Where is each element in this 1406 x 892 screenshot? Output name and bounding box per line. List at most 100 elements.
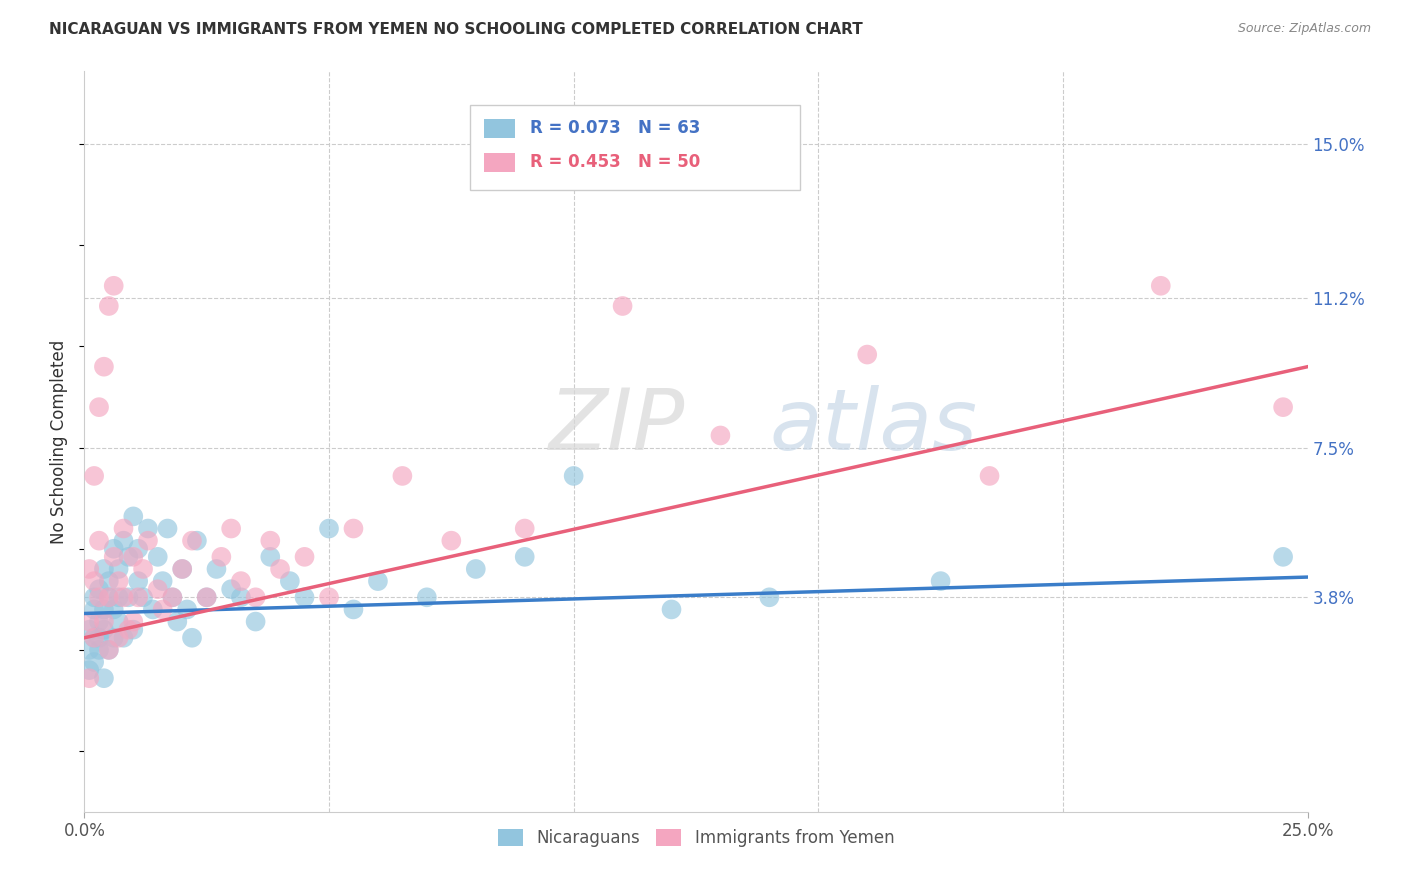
Text: Source: ZipAtlas.com: Source: ZipAtlas.com xyxy=(1237,22,1371,36)
Point xyxy=(219,582,242,597)
Point xyxy=(318,522,340,536)
Point xyxy=(93,615,115,629)
Point xyxy=(146,549,169,564)
Text: atlas: atlas xyxy=(769,385,977,468)
Point xyxy=(107,591,129,605)
Point xyxy=(122,549,145,564)
Point xyxy=(93,671,115,685)
Point xyxy=(87,591,110,605)
Text: R = 0.453   N = 50: R = 0.453 N = 50 xyxy=(530,153,700,171)
Point xyxy=(416,591,439,605)
Point xyxy=(103,631,125,645)
Point xyxy=(294,549,316,564)
Y-axis label: No Schooling Completed: No Schooling Completed xyxy=(51,340,69,543)
Point xyxy=(205,562,228,576)
Point xyxy=(103,602,125,616)
Point xyxy=(103,549,125,564)
Point xyxy=(97,591,120,605)
Point xyxy=(278,574,301,588)
Point xyxy=(83,591,105,605)
Point xyxy=(181,533,204,548)
Point xyxy=(758,591,780,605)
Point xyxy=(93,623,115,637)
Point xyxy=(142,602,165,616)
Point xyxy=(87,643,110,657)
Point xyxy=(87,615,110,629)
Point xyxy=(93,359,115,374)
Point xyxy=(219,522,242,536)
Point xyxy=(146,582,169,597)
Point xyxy=(1272,400,1295,414)
Point xyxy=(440,533,463,548)
Point xyxy=(513,549,536,564)
Point xyxy=(93,562,115,576)
Point xyxy=(117,623,139,637)
Point xyxy=(87,533,110,548)
Point xyxy=(342,522,364,536)
Point xyxy=(229,591,252,605)
Point xyxy=(127,574,149,588)
Point xyxy=(245,615,267,629)
Point xyxy=(195,591,218,605)
Point xyxy=(97,574,120,588)
Point xyxy=(318,591,340,605)
Point xyxy=(77,643,100,657)
Point xyxy=(103,278,125,293)
Point xyxy=(107,562,129,576)
Point xyxy=(112,533,135,548)
Point xyxy=(172,562,194,576)
Point xyxy=(122,615,145,629)
Point xyxy=(127,541,149,556)
Point xyxy=(245,591,267,605)
Point xyxy=(152,574,174,588)
Point xyxy=(107,574,129,588)
Point xyxy=(112,631,135,645)
Point xyxy=(107,615,129,629)
Point xyxy=(209,549,232,564)
Point xyxy=(195,591,218,605)
Point xyxy=(122,509,145,524)
Point xyxy=(1272,549,1295,564)
Point xyxy=(112,522,135,536)
Point xyxy=(77,663,100,677)
Point xyxy=(181,631,204,645)
Point xyxy=(929,574,952,588)
Point xyxy=(77,671,100,685)
Point xyxy=(661,602,683,616)
Point xyxy=(259,549,281,564)
FancyBboxPatch shape xyxy=(470,104,800,190)
Text: NICARAGUAN VS IMMIGRANTS FROM YEMEN NO SCHOOLING COMPLETED CORRELATION CHART: NICARAGUAN VS IMMIGRANTS FROM YEMEN NO S… xyxy=(49,22,863,37)
Point xyxy=(136,533,159,548)
Point xyxy=(87,631,110,645)
Point xyxy=(176,602,198,616)
Point xyxy=(156,522,179,536)
Point xyxy=(83,631,105,645)
Point xyxy=(342,602,364,616)
Point xyxy=(709,428,731,442)
FancyBboxPatch shape xyxy=(484,120,515,137)
Point xyxy=(93,602,115,616)
Point xyxy=(186,533,208,548)
Point xyxy=(152,602,174,616)
Point xyxy=(979,469,1001,483)
Point xyxy=(229,574,252,588)
Point xyxy=(162,591,184,605)
Point xyxy=(464,562,486,576)
Point xyxy=(136,522,159,536)
Point xyxy=(97,643,120,657)
Point xyxy=(562,469,585,483)
Point xyxy=(87,582,110,597)
Point xyxy=(97,643,120,657)
Point xyxy=(391,469,413,483)
Point xyxy=(83,631,105,645)
Point xyxy=(97,299,120,313)
Point xyxy=(367,574,389,588)
Text: R = 0.073   N = 63: R = 0.073 N = 63 xyxy=(530,120,700,137)
Point xyxy=(117,549,139,564)
Point xyxy=(259,533,281,548)
Point xyxy=(83,574,105,588)
Point xyxy=(856,347,879,361)
Point xyxy=(83,469,105,483)
Point xyxy=(83,655,105,669)
Point xyxy=(107,631,129,645)
